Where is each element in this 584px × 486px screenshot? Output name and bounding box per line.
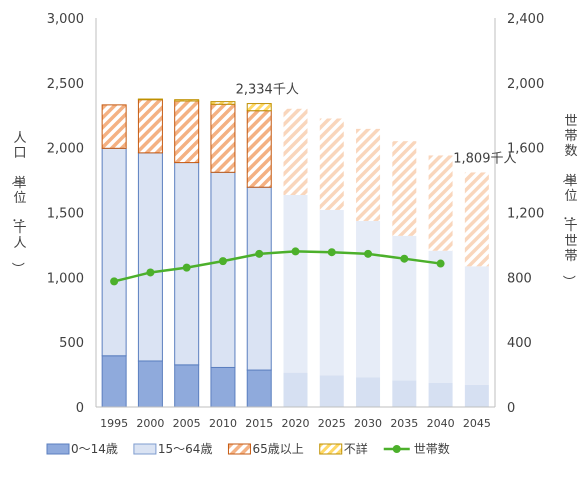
bar-segment xyxy=(137,152,163,362)
x-tick-label: 2015 xyxy=(245,417,273,430)
x-tick-label: 2030 xyxy=(354,417,382,430)
bar-segment xyxy=(319,118,344,210)
households-point xyxy=(218,257,227,266)
bar-segment xyxy=(428,383,453,407)
bar-segment xyxy=(392,141,417,236)
bar-segment xyxy=(210,101,236,105)
bar-segment xyxy=(319,375,344,407)
x-tick-label: 1995 xyxy=(100,417,128,430)
legend: 0～14歳 15～64歳 65歳以上 不詳 世帯数 xyxy=(46,441,450,456)
right-tick-label: 2,000 xyxy=(507,77,544,92)
bar-segment xyxy=(246,369,272,408)
bar-segment xyxy=(428,155,453,251)
bar-segment xyxy=(283,194,308,373)
legend-swatch-marker xyxy=(392,445,401,453)
households-point xyxy=(400,254,409,263)
bar-segment xyxy=(356,128,381,221)
bar-segment xyxy=(174,99,200,102)
bar-segment xyxy=(210,171,236,368)
bar-segment xyxy=(174,100,200,164)
plot-area xyxy=(101,98,489,408)
right-axis-title: 世帯数（単位：千世帯） xyxy=(560,114,577,288)
x-tick-label: 2025 xyxy=(318,417,346,430)
x-tick-label: 2005 xyxy=(173,417,201,430)
bar-segment xyxy=(246,186,272,371)
households-point xyxy=(182,263,191,272)
left-tick-label: 500 xyxy=(59,336,84,351)
bar-segment xyxy=(283,372,308,407)
legend-swatch xyxy=(227,443,251,455)
bar-segment xyxy=(356,377,381,407)
bar-segment xyxy=(210,366,236,408)
x-tick-label: 2010 xyxy=(209,417,237,430)
households-point xyxy=(110,277,119,286)
households-point xyxy=(146,268,155,277)
bar-segment xyxy=(356,220,381,378)
left-tick-label: 0 xyxy=(76,401,84,416)
bar-segment xyxy=(464,266,489,385)
bar-segment xyxy=(101,355,127,408)
bar-segment xyxy=(137,98,163,101)
households-line-path xyxy=(113,250,441,283)
total-annotation: 1,809千人 xyxy=(453,151,516,166)
right-tick-label: 800 xyxy=(507,271,532,286)
right-tick-label: 0 xyxy=(507,401,515,416)
left-tick-label: 2,500 xyxy=(47,77,84,92)
bar-segment xyxy=(101,104,127,149)
households-point xyxy=(255,249,264,258)
left-tick-label: 1,500 xyxy=(47,207,84,222)
total-annotation: 2,334千人 xyxy=(236,83,299,98)
x-tick-label: 2020 xyxy=(282,417,310,430)
legend-swatch xyxy=(46,443,70,455)
left-tick-label: 1,000 xyxy=(47,271,84,286)
bar-segment xyxy=(428,250,453,384)
households-point xyxy=(436,259,445,268)
bar-segment xyxy=(464,384,489,407)
legend-swatch xyxy=(319,443,343,455)
households-point xyxy=(364,249,373,258)
legend-label: 65歳以上 xyxy=(252,442,303,456)
bar-segment xyxy=(392,380,417,407)
axes: 0 500 1,000 1,500 2,000 2,500 3,000 0 400 800 1,20… xyxy=(9,12,577,430)
bar-segment xyxy=(174,364,200,408)
x-tick-label: 2040 xyxy=(427,417,455,430)
legend-label: 0～14歳 xyxy=(71,442,118,456)
x-tick-label: 2035 xyxy=(390,417,418,430)
left-tick-label: 2,000 xyxy=(47,142,84,157)
legend-swatch xyxy=(133,443,157,455)
bar-segment xyxy=(246,103,272,112)
annotations: 2,334千人 1,809千人 xyxy=(236,83,517,167)
legend-label: 不詳 xyxy=(344,441,368,456)
households-line xyxy=(110,247,445,286)
bar-segment xyxy=(246,110,272,188)
left-axis-title: 人口（単位：千人） xyxy=(9,131,26,275)
households-point xyxy=(291,247,300,256)
households-point xyxy=(327,248,336,257)
bar-segment xyxy=(464,172,489,267)
x-tick-label: 2045 xyxy=(463,417,491,430)
bar-segment xyxy=(319,209,344,376)
right-tick-label: 2,400 xyxy=(507,12,544,27)
legend-label: 世帯数 xyxy=(414,441,450,456)
bar-segment xyxy=(101,147,127,357)
x-tick-label: 2000 xyxy=(136,417,164,430)
right-tick-label: 1,200 xyxy=(507,207,544,222)
bar-segment xyxy=(137,360,163,408)
right-tick-label: 1,600 xyxy=(507,142,544,157)
right-tick-label: 400 xyxy=(507,336,532,351)
bar-segment xyxy=(210,103,236,173)
legend-label: 15～64歳 xyxy=(158,442,213,456)
left-tick-label: 3,000 xyxy=(47,12,84,27)
bar-segment xyxy=(283,108,308,195)
bar-segment xyxy=(137,99,163,154)
